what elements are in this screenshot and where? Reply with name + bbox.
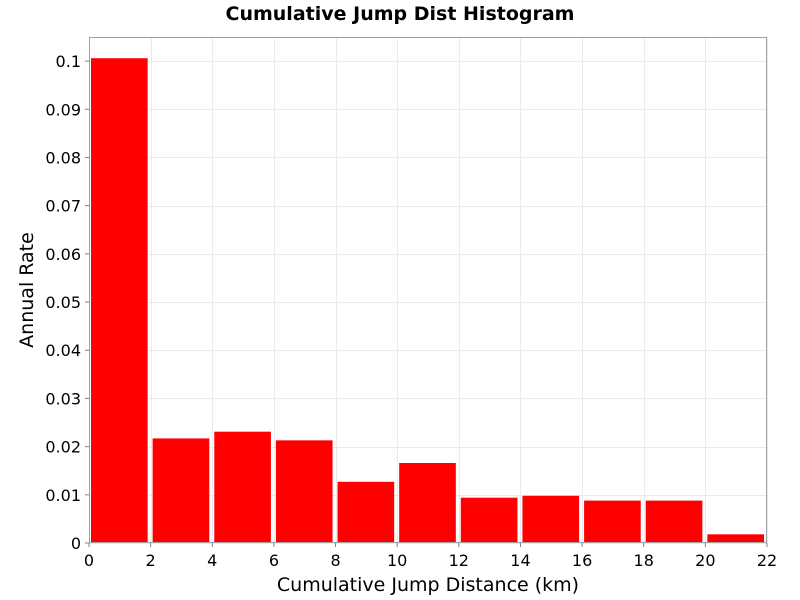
histogram-bar-6 bbox=[460, 497, 518, 543]
y-tick-label: 0.05 bbox=[45, 293, 81, 312]
y-tick-label: 0.06 bbox=[45, 245, 81, 264]
x-tick-label: 22 bbox=[757, 551, 777, 570]
y-tick-label: 0 bbox=[71, 534, 81, 553]
y-tick-label: 0.07 bbox=[45, 197, 81, 216]
histogram-bar-5 bbox=[399, 463, 456, 543]
y-tick-label: 0.01 bbox=[45, 486, 81, 505]
x-tick-label: 6 bbox=[269, 551, 279, 570]
y-tick-label: 0.09 bbox=[45, 100, 81, 119]
histogram-bar-1 bbox=[152, 438, 210, 543]
y-axis-label: Annual Rate bbox=[16, 232, 38, 348]
x-tick-label: 14 bbox=[510, 551, 530, 570]
x-tick-label: 16 bbox=[572, 551, 592, 570]
x-tick-label: 2 bbox=[146, 551, 156, 570]
x-tick-label: 18 bbox=[634, 551, 654, 570]
grid-lines bbox=[89, 37, 768, 544]
histogram-bar-10 bbox=[707, 534, 764, 543]
histogram-bar-0 bbox=[91, 58, 148, 544]
histogram-bar-8 bbox=[584, 500, 641, 543]
y-tick-label: 0.04 bbox=[45, 341, 81, 360]
x-tick-label: 20 bbox=[695, 551, 715, 570]
x-tick-label: 4 bbox=[207, 551, 217, 570]
y-tick-label: 0.02 bbox=[45, 438, 81, 457]
histogram-bar-3 bbox=[275, 440, 333, 543]
y-tick-label: 0.08 bbox=[45, 148, 81, 167]
x-axis-label: Cumulative Jump Distance (km) bbox=[277, 574, 579, 596]
y-tick-label: 0.1 bbox=[56, 52, 81, 71]
x-tick-label: 0 bbox=[84, 551, 94, 570]
x-tick-label: 12 bbox=[449, 551, 469, 570]
histogram-bar-2 bbox=[214, 431, 271, 543]
y-axis-ticks: 0 0.01 0.02 0.03 0.04 0.05 0.06 0.07 0.08 0.09 0.1 bbox=[45, 52, 89, 553]
histogram-bar-7 bbox=[522, 495, 580, 543]
x-axis-ticks: 0 2 4 6 8 10 12 14 16 18 20 22 bbox=[84, 543, 777, 570]
y-tick-label: 0.03 bbox=[45, 389, 81, 408]
histogram-bar-4 bbox=[337, 481, 395, 543]
x-tick-label: 8 bbox=[330, 551, 340, 570]
chart-title: Cumulative Jump Dist Histogram bbox=[225, 3, 575, 25]
histogram-bars bbox=[91, 58, 764, 544]
plot-frame bbox=[89, 37, 767, 543]
histogram-bar-9 bbox=[645, 500, 703, 543]
x-tick-label: 10 bbox=[387, 551, 407, 570]
